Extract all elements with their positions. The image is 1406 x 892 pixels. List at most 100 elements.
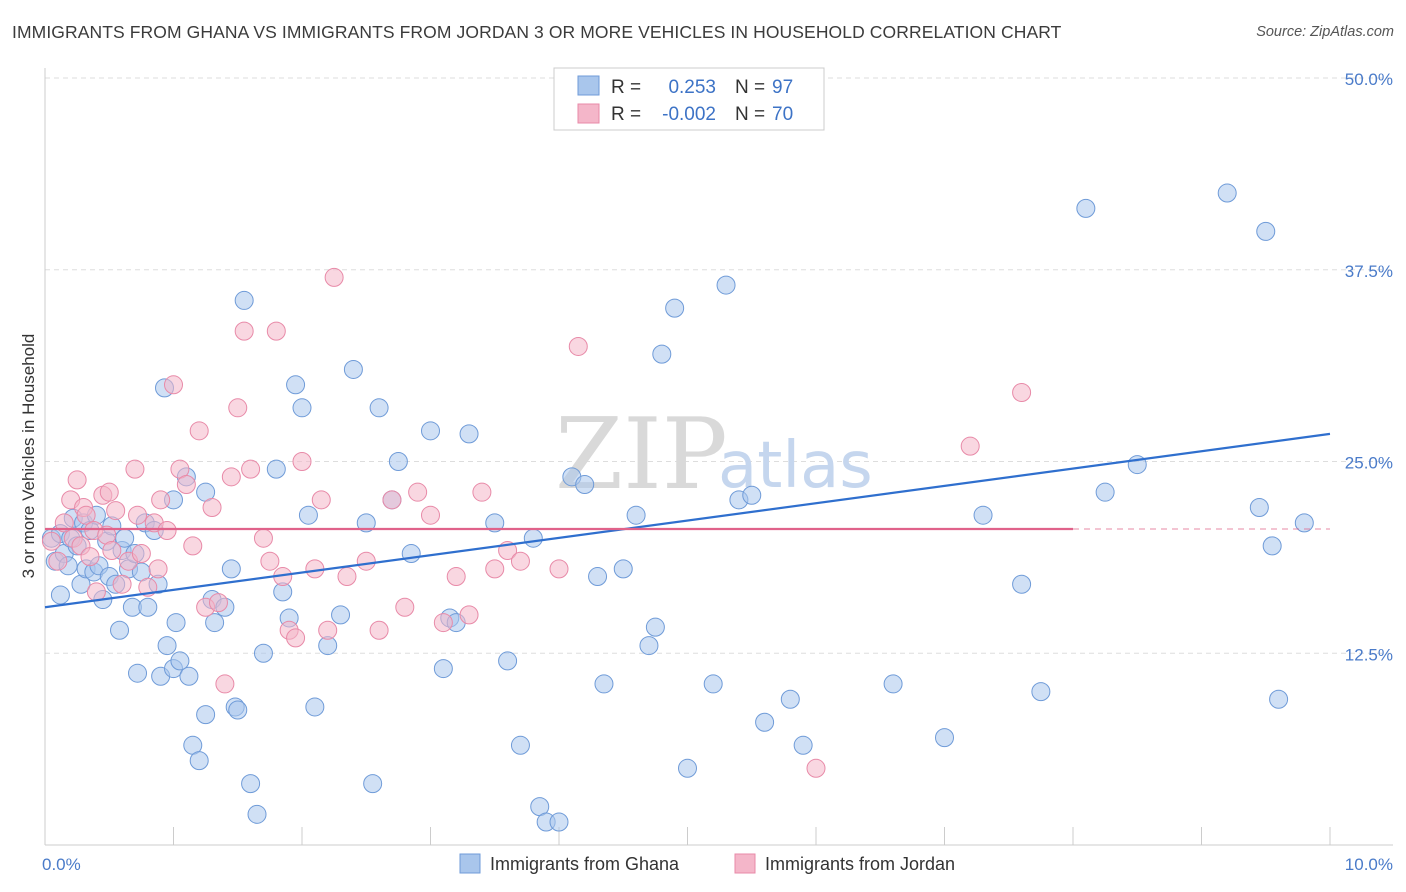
jordan-point-8 bbox=[76, 505, 96, 525]
jordan-points bbox=[41, 267, 1032, 778]
ghana-point-51 bbox=[228, 700, 248, 720]
ghana-point-68 bbox=[369, 398, 389, 418]
jordan-point-0 bbox=[41, 531, 61, 551]
ghana-point-21 bbox=[110, 620, 130, 640]
jordan-point-45 bbox=[286, 628, 306, 648]
ghana-trend-line bbox=[44, 432, 1331, 609]
ghana-point-90 bbox=[639, 636, 659, 656]
jordan-point-27 bbox=[164, 375, 183, 395]
y-tick-label-0: 12.5% bbox=[1345, 645, 1393, 664]
ghana-point-105 bbox=[1012, 574, 1032, 594]
jordan-point-25 bbox=[151, 490, 171, 510]
ghana-point-54 bbox=[247, 804, 267, 824]
jordan-point-42 bbox=[266, 321, 286, 341]
ghana-point-101 bbox=[793, 735, 813, 755]
ghana-point-52 bbox=[234, 290, 254, 310]
ghana-point-87 bbox=[594, 674, 614, 694]
ghana-point-96 bbox=[716, 275, 736, 295]
jordan-point-5 bbox=[67, 470, 87, 490]
bottom-legend-label-jordan: Immigrants from Jordan bbox=[765, 854, 955, 874]
ghana-point-110 bbox=[1217, 183, 1237, 203]
jordan-point-19 bbox=[125, 459, 145, 479]
ghana-point-76 bbox=[459, 424, 479, 444]
jordan-point-61 bbox=[472, 482, 492, 502]
ghana-point-53 bbox=[241, 774, 261, 794]
ghana-point-47 bbox=[205, 613, 225, 633]
jordan-point-52 bbox=[356, 551, 376, 571]
jordan-point-14 bbox=[99, 482, 119, 502]
jordan-point-36 bbox=[221, 467, 241, 487]
jordan-point-9 bbox=[80, 547, 100, 567]
legend-n-value-jordan: 70 bbox=[772, 104, 793, 125]
ghana-point-55 bbox=[253, 643, 273, 663]
legend-n-value-ghana: 97 bbox=[772, 77, 793, 98]
legend-box: R = 0.253 N = 97 R = -0.002 N = 70 bbox=[553, 67, 825, 131]
ghana-point-102 bbox=[883, 674, 903, 694]
jordan-point-62 bbox=[485, 559, 505, 579]
jordan-point-2 bbox=[54, 513, 74, 533]
source-label: Source: ZipAtlas.com bbox=[1256, 24, 1394, 40]
ghana-point-71 bbox=[401, 544, 421, 564]
jordan-point-50 bbox=[324, 267, 344, 287]
ghana-point-108 bbox=[1095, 482, 1115, 502]
jordan-point-15 bbox=[102, 540, 122, 560]
jordan-point-60 bbox=[459, 605, 479, 625]
ghana-point-30 bbox=[138, 597, 158, 617]
ghana-point-113 bbox=[1262, 536, 1282, 556]
ghana-point-61 bbox=[298, 505, 318, 525]
ghana-point-99 bbox=[755, 712, 775, 732]
jordan-point-34 bbox=[208, 593, 228, 613]
ghana-point-92 bbox=[652, 344, 672, 364]
jordan-point-17 bbox=[112, 574, 132, 594]
ghana-point-103 bbox=[935, 728, 954, 748]
jordan-point-65 bbox=[549, 559, 569, 579]
ghana-point-70 bbox=[388, 452, 408, 471]
ghana-point-107 bbox=[1076, 198, 1096, 218]
legend-r-label-ghana: R = bbox=[611, 77, 641, 98]
jordan-point-11 bbox=[86, 582, 106, 602]
ghana-point-44 bbox=[196, 705, 216, 725]
ghana-point-93 bbox=[665, 298, 685, 318]
ghana-point-112 bbox=[1249, 498, 1269, 518]
jordan-point-51 bbox=[337, 567, 357, 587]
y-axis-label: 3 or more Vehicles in Household bbox=[19, 334, 38, 579]
ghana-point-79 bbox=[510, 735, 530, 755]
jordan-point-48 bbox=[311, 490, 331, 510]
jordan-point-29 bbox=[176, 475, 196, 495]
jordan-point-67 bbox=[806, 758, 826, 778]
bottom-legend-label-ghana: Immigrants from Ghana bbox=[490, 854, 680, 874]
jordan-point-68 bbox=[960, 436, 980, 456]
jordan-point-24 bbox=[148, 559, 168, 579]
ghana-point-60 bbox=[292, 398, 312, 418]
watermark-zip: ZIP bbox=[555, 398, 728, 512]
ghana-point-94 bbox=[678, 758, 697, 778]
legend-n-label-ghana: N = bbox=[735, 77, 765, 98]
ghana-point-95 bbox=[703, 674, 723, 694]
chart-title: IMMIGRANTS FROM GHANA VS IMMIGRANTS FROM… bbox=[12, 22, 1062, 42]
ghana-point-86 bbox=[588, 567, 608, 587]
x-tick-label-max: 10.0% bbox=[1345, 855, 1393, 874]
ghana-point-88 bbox=[613, 559, 633, 579]
ghana-point-83 bbox=[549, 812, 569, 832]
jordan-point-55 bbox=[395, 597, 415, 617]
trend-lines bbox=[44, 432, 1331, 609]
ghana-point-35 bbox=[157, 636, 177, 656]
jordan-point-33 bbox=[202, 498, 222, 518]
ghana-point-115 bbox=[1294, 513, 1314, 533]
jordan-point-64 bbox=[510, 551, 530, 571]
ghana-point-49 bbox=[221, 559, 241, 579]
jordan-point-53 bbox=[369, 620, 389, 640]
legend-r-label-jordan: R = bbox=[611, 104, 641, 125]
jordan-point-20 bbox=[128, 505, 148, 525]
ghana-point-104 bbox=[973, 505, 993, 525]
jordan-point-38 bbox=[234, 321, 254, 341]
legend-swatch-ghana bbox=[577, 75, 600, 96]
ghana-point-62 bbox=[305, 697, 325, 717]
ghana-point-91 bbox=[645, 617, 665, 637]
jordan-point-59 bbox=[446, 567, 466, 587]
bottom-legend-swatch-jordan bbox=[734, 853, 756, 874]
jordan-point-26 bbox=[157, 521, 177, 541]
ghana-point-3 bbox=[50, 585, 70, 605]
ghana-point-100 bbox=[780, 689, 800, 709]
